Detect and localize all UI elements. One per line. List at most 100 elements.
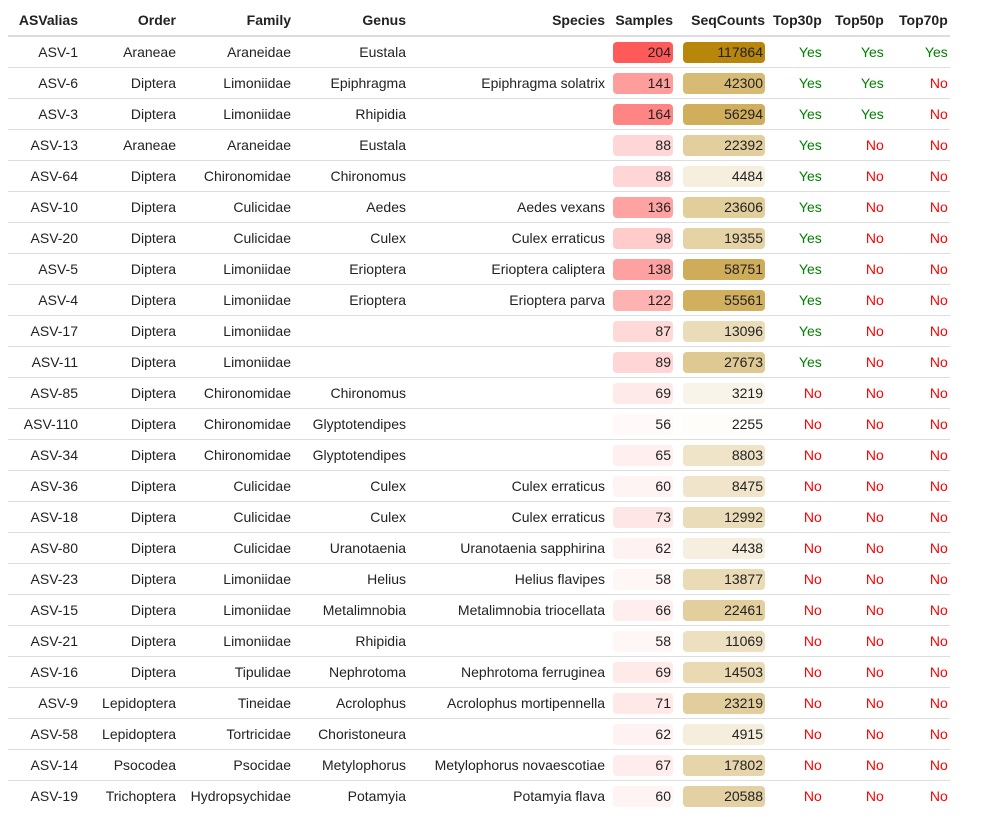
samples-bar: 136	[613, 196, 673, 218]
cell-top50p: No	[825, 563, 888, 595]
cell-seqcounts: 3219	[675, 377, 767, 409]
cell-order: Diptera	[84, 315, 182, 347]
seqcounts-bar: 56294	[683, 103, 765, 125]
cell-asvalias: ASV-64	[8, 160, 84, 192]
header-top30p[interactable]: Top30p	[767, 4, 826, 37]
cell-order: Psocodea	[84, 749, 182, 781]
seqcounts-bar: 8475	[683, 475, 765, 497]
cell-order: Diptera	[84, 656, 182, 688]
cell-top70p: No	[887, 315, 950, 347]
cell-samples: 73	[611, 501, 675, 533]
table-row: ASV-58 Lepidoptera Tortricidae Choristoneur…	[8, 718, 950, 750]
cell-species	[412, 439, 611, 471]
samples-bar: 204	[613, 41, 673, 63]
cell-asvalias: ASV-110	[8, 408, 84, 440]
cell-top50p: No	[825, 749, 888, 781]
cell-order: Araneae	[84, 129, 182, 161]
cell-species: Culex erraticus	[412, 222, 611, 254]
cell-genus: Erioptera	[297, 253, 412, 285]
cell-asvalias: ASV-85	[8, 377, 84, 409]
samples-bar: 69	[613, 661, 673, 683]
cell-top70p: No	[887, 408, 950, 440]
cell-top70p: No	[887, 346, 950, 378]
seqcounts-bar: 4915	[683, 723, 765, 745]
header-family[interactable]: Family	[182, 4, 297, 37]
cell-species: Aedes vexans	[412, 191, 611, 223]
header-asvalias[interactable]: ASValias	[8, 4, 84, 37]
cell-asvalias: ASV-10	[8, 191, 84, 223]
header-top70p[interactable]: Top70p	[887, 4, 950, 37]
cell-species	[412, 718, 611, 750]
cell-order: Diptera	[84, 563, 182, 595]
table-row: ASV-16 Diptera Tipulidae Nephrotoma Nephroto…	[8, 656, 950, 688]
cell-top70p: No	[887, 656, 950, 688]
cell-order: Diptera	[84, 253, 182, 285]
cell-seqcounts: 4915	[675, 718, 767, 750]
cell-top30p: Yes	[767, 346, 826, 378]
samples-bar: 58	[613, 568, 673, 590]
cell-species	[412, 346, 611, 378]
cell-top50p: No	[825, 687, 888, 719]
table-row: ASV-3 Diptera Limoniidae Rhipidia 164 56294 Ye…	[8, 98, 950, 130]
cell-order: Diptera	[84, 377, 182, 409]
cell-species	[412, 36, 611, 68]
cell-genus: Glyptotendipes	[297, 439, 412, 471]
cell-family: Limoniidae	[182, 284, 297, 316]
cell-seqcounts: 22392	[675, 129, 767, 161]
header-species[interactable]: Species	[412, 4, 611, 37]
cell-seqcounts: 56294	[675, 98, 767, 130]
cell-family: Culicidae	[182, 191, 297, 223]
cell-samples: 204	[611, 36, 675, 68]
cell-genus: Uranotaenia	[297, 532, 412, 564]
cell-samples: 56	[611, 408, 675, 440]
header-samples[interactable]: Samples	[611, 4, 675, 37]
cell-top70p: No	[887, 625, 950, 657]
cell-top30p: Yes	[767, 222, 826, 254]
cell-order: Diptera	[84, 625, 182, 657]
cell-top30p: No	[767, 656, 826, 688]
cell-genus: Choristoneura	[297, 718, 412, 750]
cell-samples: 62	[611, 532, 675, 564]
header-order[interactable]: Order	[84, 4, 182, 37]
samples-bar: 122	[613, 289, 673, 311]
cell-order: Diptera	[84, 594, 182, 626]
cell-asvalias: ASV-17	[8, 315, 84, 347]
cell-family: Culicidae	[182, 222, 297, 254]
cell-asvalias: ASV-6	[8, 67, 84, 99]
samples-bar: 62	[613, 537, 673, 559]
cell-top50p: No	[825, 222, 888, 254]
header-seqcounts[interactable]: SeqCounts	[675, 4, 767, 37]
header-top50p[interactable]: Top50p	[825, 4, 888, 37]
table-row: ASV-64 Diptera Chironomidae Chironomus 88 448…	[8, 160, 950, 192]
seqcounts-bar: 117864	[683, 41, 765, 63]
cell-samples: 60	[611, 470, 675, 502]
cell-asvalias: ASV-14	[8, 749, 84, 781]
cell-top30p: Yes	[767, 191, 826, 223]
cell-asvalias: ASV-34	[8, 439, 84, 471]
cell-top30p: No	[767, 532, 826, 564]
cell-top50p: No	[825, 129, 888, 161]
cell-genus: Acrolophus	[297, 687, 412, 719]
cell-seqcounts: 23219	[675, 687, 767, 719]
cell-top30p: No	[767, 625, 826, 657]
cell-species: Epiphragma solatrix	[412, 67, 611, 99]
cell-genus: Rhipidia	[297, 98, 412, 130]
cell-asvalias: ASV-3	[8, 98, 84, 130]
cell-genus	[297, 315, 412, 347]
seqcounts-bar: 22461	[683, 599, 765, 621]
cell-top30p: No	[767, 470, 826, 502]
cell-family: Culicidae	[182, 532, 297, 564]
header-genus[interactable]: Genus	[297, 4, 412, 37]
cell-top70p: No	[887, 377, 950, 409]
cell-species: Metylophorus novaescotiae	[412, 749, 611, 781]
cell-seqcounts: 8475	[675, 470, 767, 502]
cell-order: Diptera	[84, 532, 182, 564]
cell-top70p: No	[887, 594, 950, 626]
cell-genus	[297, 346, 412, 378]
cell-top50p: No	[825, 532, 888, 564]
cell-family: Tipulidae	[182, 656, 297, 688]
seqcounts-bar: 19355	[683, 227, 765, 249]
cell-family: Tortricidae	[182, 718, 297, 750]
seqcounts-bar: 2255	[731, 415, 763, 432]
cell-family: Limoniidae	[182, 67, 297, 99]
